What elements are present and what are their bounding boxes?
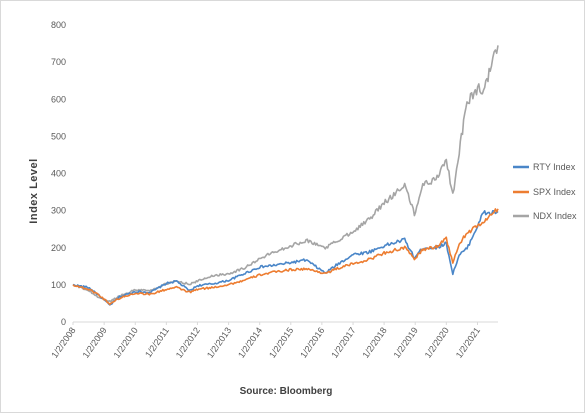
x-tick-label: 1/2/2011 <box>143 325 171 359</box>
y-tick-label: 200 <box>51 243 66 253</box>
x-tick-label: 1/2/2009 <box>81 325 109 359</box>
y-tick-label: 400 <box>51 169 66 179</box>
series-line-spx-index <box>72 208 499 306</box>
y-tick-label: 800 <box>51 20 66 30</box>
x-tick-label: 1/2/2008 <box>49 325 77 359</box>
y-tick-label: 700 <box>51 57 66 67</box>
y-tick-label: 100 <box>51 280 66 290</box>
x-tick-label: 1/2/2014 <box>236 325 264 359</box>
y-axis-title: Index Level <box>28 158 40 223</box>
legend: RTY Index SPX Index NDX Index <box>513 162 577 221</box>
x-tick-label: 1/2/2019 <box>392 325 420 359</box>
x-tick-label: 1/2/2012 <box>174 325 202 359</box>
y-tick-label: 0 <box>61 317 66 327</box>
x-axis-title: Source: Bloomberg <box>240 386 333 397</box>
x-tick-label: 1/2/2013 <box>205 325 233 359</box>
y-tick-label: 500 <box>51 131 66 141</box>
y-tick-label: 600 <box>51 94 66 104</box>
x-tick-label: 1/2/2015 <box>267 325 295 359</box>
series-lines <box>72 45 499 306</box>
x-tick-label: 1/2/2010 <box>112 325 140 359</box>
legend-label: RTY Index <box>533 162 576 172</box>
legend-label: SPX Index <box>533 187 576 197</box>
y-tick-label: 300 <box>51 206 66 216</box>
x-tick-label: 1/2/2021 <box>454 325 482 359</box>
legend-label: NDX Index <box>533 211 577 221</box>
x-tick-label: 1/2/2017 <box>329 325 357 359</box>
x-tick-label: 1/2/2018 <box>360 325 388 359</box>
series-line-ndx-index <box>72 45 499 303</box>
x-tick-label: 1/2/2016 <box>298 325 326 359</box>
y-axis: 0 100 200 300 400 500 600 700 800 <box>51 20 66 327</box>
x-tick-label: 1/2/2020 <box>423 325 451 359</box>
x-axis: 1/2/2008 1/2/2009 1/2/2010 1/2/2011 1/2/2012… <box>49 322 482 360</box>
